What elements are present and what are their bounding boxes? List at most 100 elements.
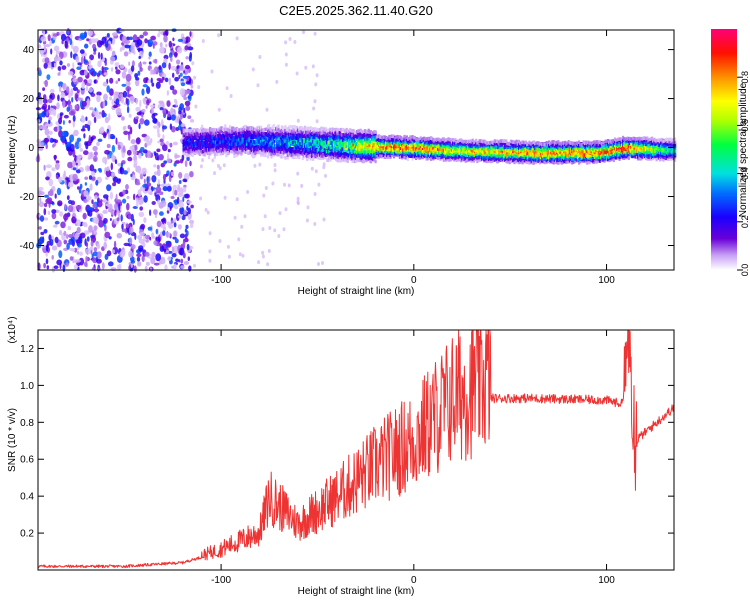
heatmap-cell: [114, 202, 119, 211]
heatmap-cell: [168, 40, 172, 48]
heatmap-cell: [174, 51, 178, 58]
heatmap-cell: [316, 130, 319, 134]
heatmap-cell: [51, 212, 57, 220]
heatmap-cell: [469, 149, 472, 154]
heatmap-cell: [161, 62, 167, 69]
heatmap-cell: [187, 152, 190, 156]
heatmap-cell: [302, 141, 305, 146]
heatmap-cell: [270, 139, 273, 143]
heatmap-cell: [448, 150, 451, 155]
heatmap-cell: [483, 139, 486, 144]
heatmap-cell: [57, 66, 62, 71]
heatmap-cell: [305, 142, 308, 147]
heatmap-cell: [233, 151, 236, 155]
heatmap-cell: [217, 127, 220, 132]
heatmap-cell: [366, 132, 369, 136]
heatmap-cell: [408, 146, 411, 151]
heatmap-cell: [224, 136, 227, 140]
heatmap-cell: [61, 130, 68, 138]
heatmap-cell: [324, 173, 327, 178]
heatmap-cell: [493, 142, 496, 147]
heatmap-cell: [89, 54, 94, 61]
heatmap-cell: [288, 143, 292, 147]
heatmap-cell: [272, 133, 275, 138]
heatmap-cell: [188, 147, 191, 152]
heatmap-cell: [128, 113, 132, 118]
heatmap-cell: [463, 154, 466, 159]
heatmap-cell: [313, 147, 316, 152]
heatmap-cell: [554, 143, 558, 148]
heatmap-cell: [552, 160, 555, 165]
heatmap-cell: [42, 29, 46, 37]
heatmap-cell: [250, 132, 253, 136]
heatmap-cell: [346, 155, 349, 160]
heatmap-cell: [538, 160, 541, 165]
heatmap-cell: [277, 124, 280, 129]
heatmap-cell: [249, 131, 252, 136]
heatmap-cell: [530, 144, 533, 148]
heatmap-cell: [44, 202, 48, 208]
heatmap-cell: [335, 127, 338, 132]
heatmap-cell: [172, 236, 177, 240]
heatmap-cell: [371, 136, 374, 141]
heatmap-cell: [72, 248, 76, 252]
heatmap-cell: [309, 131, 312, 136]
heatmap-cell: [416, 140, 419, 145]
heatmap-cell: [473, 142, 477, 146]
heatmap-cell: [508, 148, 511, 153]
heatmap-cell: [288, 149, 292, 153]
heatmap-cell: [561, 155, 564, 159]
heatmap-cell: [455, 143, 458, 148]
heatmap-cell: [96, 91, 102, 96]
heatmap-cell: [471, 138, 474, 143]
heatmap-cell: [247, 141, 250, 145]
heatmap-cell: [336, 141, 339, 145]
heatmap-cell: [360, 144, 363, 148]
heatmap-cell: [166, 207, 170, 211]
heatmap-cell: [227, 145, 230, 149]
heatmap-cell: [339, 158, 342, 163]
heatmap-cell: [184, 89, 191, 95]
heatmap-cell: [177, 215, 183, 219]
heatmap-cell: [519, 153, 522, 157]
heatmap-cell: [264, 153, 267, 158]
heatmap-cell: [165, 240, 172, 245]
heatmap-cell: [242, 130, 245, 134]
heatmap-cell: [387, 136, 390, 141]
heatmap-cell: [257, 131, 260, 135]
heatmap-cell: [78, 257, 85, 266]
heatmap-cell: [506, 143, 509, 148]
heatmap-cell: [209, 127, 212, 131]
heatmap-cell: [163, 160, 168, 164]
heatmap-cell: [467, 142, 470, 146]
heatmap-cell: [314, 169, 318, 174]
heatmap-cell: [541, 148, 544, 152]
heatmap-cell: [62, 120, 65, 125]
heatmap-cell: [455, 140, 458, 144]
heatmap-cell: [261, 254, 265, 259]
heatmap-cell: [291, 130, 294, 134]
heatmap-cell: [75, 169, 81, 174]
heatmap-cell: [391, 138, 394, 142]
heatmap-cell: [251, 126, 255, 131]
heatmap-cell: [364, 136, 367, 141]
heatmap-cell: [553, 160, 556, 165]
heatmap-cell: [77, 242, 82, 248]
heatmap-cell: [403, 137, 406, 142]
heatmap-cell: [187, 149, 190, 154]
heatmap-cell: [405, 135, 408, 139]
heatmap-cell: [249, 150, 252, 155]
heatmap-cell: [246, 190, 250, 194]
heatmap-cell: [64, 40, 68, 49]
heatmap-cell: [102, 209, 107, 214]
heatmap-cell: [313, 153, 316, 158]
heatmap-cell: [445, 147, 448, 151]
heatmap-cell: [172, 184, 177, 190]
heatmap-cell: [87, 206, 93, 212]
heatmap-cell: [376, 155, 379, 159]
heatmap-cell: [297, 128, 300, 133]
heatmap-cell: [310, 133, 314, 137]
heatmap-cell: [283, 145, 286, 150]
heatmap-cell: [362, 146, 366, 150]
heatmap-cell: [227, 142, 230, 147]
